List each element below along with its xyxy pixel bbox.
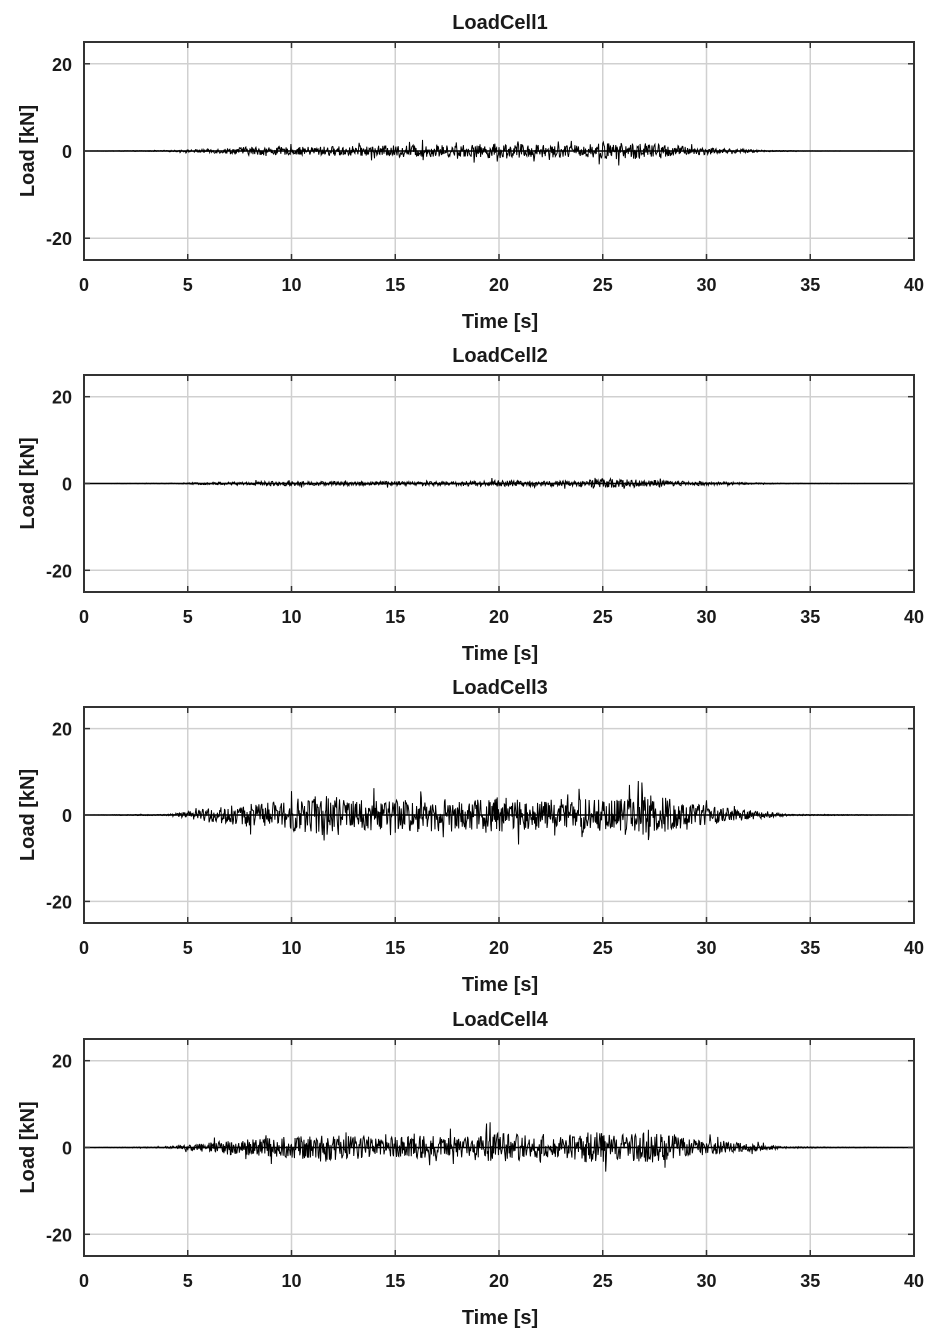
x-tick-label: 40 <box>904 938 924 958</box>
x-tick-label: 20 <box>489 275 509 295</box>
x-tick-label: 20 <box>489 938 509 958</box>
x-tick-label: 10 <box>281 275 301 295</box>
x-tick-label: 10 <box>281 938 301 958</box>
subplot-4: 0 5 10 15 20 25 30 35 40 20 0 -20 LoadCell4 Time [s] L… <box>17 1009 924 1329</box>
signal-trace <box>84 1122 914 1172</box>
y-tick-label: -20 <box>46 892 72 912</box>
chart-title: LoadCell4 <box>452 1009 548 1031</box>
signal-trace <box>84 780 915 845</box>
x-axis-label: Time [s] <box>462 311 538 333</box>
x-axis-label: Time [s] <box>462 1307 538 1329</box>
x-tick-label: 0 <box>79 938 89 958</box>
x-axis-label: Time [s] <box>462 974 538 996</box>
x-tick-label: 30 <box>696 607 716 627</box>
x-tick-label: 25 <box>593 938 613 958</box>
x-tick-label: 25 <box>593 275 613 295</box>
subplot-2: 0 5 10 15 20 25 30 35 40 20 0 -20 LoadCell2 Time [s] L… <box>17 345 924 665</box>
x-tick-label: 20 <box>489 607 509 627</box>
x-tick-label: 40 <box>904 275 924 295</box>
y-axis-label: Load [kN] <box>17 1101 39 1193</box>
x-tick-label: 35 <box>800 938 820 958</box>
x-tick-label: 40 <box>904 607 924 627</box>
x-tick-label: 5 <box>183 938 193 958</box>
x-tick-label: 10 <box>281 1271 301 1291</box>
y-tick-label: 0 <box>62 142 72 162</box>
x-tick-label: 30 <box>696 275 716 295</box>
x-tick-label: 0 <box>79 607 89 627</box>
x-tick-label: 15 <box>385 1271 405 1291</box>
x-tick-label: 30 <box>696 1271 716 1291</box>
x-tick-label: 15 <box>385 275 405 295</box>
x-tick-label: 15 <box>385 607 405 627</box>
y-tick-label: 20 <box>52 720 72 740</box>
x-tick-label: 5 <box>183 275 193 295</box>
x-axis-label: Time [s] <box>462 643 538 665</box>
x-tick-label: 35 <box>800 275 820 295</box>
x-tick-label: 10 <box>281 607 301 627</box>
subplot-3: 0 5 10 15 20 25 30 35 40 20 0 -20 LoadCell3 Time [s] L… <box>17 677 924 996</box>
y-tick-label: 20 <box>52 1052 72 1072</box>
x-tick-label: 30 <box>696 938 716 958</box>
chart-title: LoadCell3 <box>452 677 548 699</box>
x-tick-label: 5 <box>183 1271 193 1291</box>
chart-title: LoadCell1 <box>452 12 548 34</box>
y-axis-label: Load [kN] <box>17 437 39 529</box>
x-tick-label: 40 <box>904 1271 924 1291</box>
y-axis-label: Load [kN] <box>17 105 39 197</box>
y-tick-label: 0 <box>62 806 72 826</box>
x-tick-label: 25 <box>593 607 613 627</box>
y-tick-label: -20 <box>46 1225 72 1245</box>
signal-trace <box>84 477 914 489</box>
y-tick-label: 0 <box>62 475 72 495</box>
x-tick-label: 0 <box>79 275 89 295</box>
subplot-1: 0 5 10 15 20 25 30 35 40 20 0 -20 LoadCell1 Time [s] L… <box>17 12 924 333</box>
x-tick-label: 15 <box>385 938 405 958</box>
x-tick-label: 25 <box>593 1271 613 1291</box>
chart-title: LoadCell2 <box>452 345 548 367</box>
signal-trace <box>84 139 914 166</box>
y-tick-label: 0 <box>62 1139 72 1159</box>
y-tick-label: -20 <box>46 229 72 249</box>
x-tick-label: 5 <box>183 607 193 627</box>
y-tick-label: 20 <box>52 55 72 75</box>
y-tick-label: 20 <box>52 388 72 408</box>
y-tick-label: -20 <box>46 561 72 581</box>
x-tick-label: 20 <box>489 1271 509 1291</box>
x-tick-label: 35 <box>800 607 820 627</box>
x-tick-label: 35 <box>800 1271 820 1291</box>
y-axis-label: Load [kN] <box>17 769 39 861</box>
x-tick-label: 0 <box>79 1271 89 1291</box>
